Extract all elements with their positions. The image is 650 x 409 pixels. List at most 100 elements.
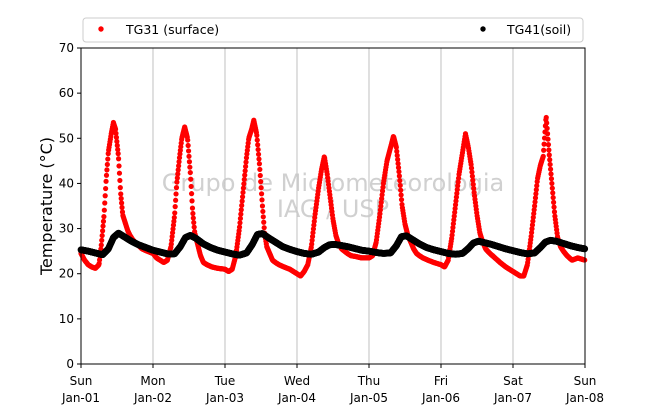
series-0-point bbox=[452, 202, 459, 208]
series-0-point bbox=[241, 181, 247, 187]
series-0-point bbox=[260, 214, 266, 220]
series-0-point bbox=[546, 147, 552, 153]
series-0-point bbox=[468, 165, 475, 171]
series-0-point bbox=[170, 226, 176, 232]
watermark-line-1: Grupo de Micrometeorologia bbox=[162, 169, 504, 197]
series-0-point bbox=[395, 165, 402, 171]
x-tick-day-6: Sat bbox=[503, 374, 523, 388]
series-0-point bbox=[99, 232, 105, 239]
series-0-point bbox=[452, 209, 458, 215]
series-0-point bbox=[191, 224, 197, 230]
series-0-point bbox=[550, 190, 556, 196]
grid-lines bbox=[152, 48, 514, 364]
series-0-point bbox=[450, 224, 456, 231]
series-0-point bbox=[546, 152, 552, 158]
y-tick-label-5: 50 bbox=[59, 131, 74, 145]
series-0-point bbox=[190, 210, 196, 217]
series-0-point bbox=[551, 204, 557, 210]
series-0-point bbox=[261, 225, 267, 231]
series-0-point bbox=[311, 222, 317, 228]
series-0-point bbox=[115, 146, 121, 153]
series-0-point bbox=[176, 159, 182, 165]
x-tick-date-6: Jan-07 bbox=[493, 391, 532, 405]
x-tick-day-1: Mon bbox=[140, 374, 165, 388]
x-tick-day-7: Sun bbox=[574, 374, 597, 388]
x-tick-day-5: Fri bbox=[434, 374, 448, 388]
x-tick-date-4: Jan-05 bbox=[349, 391, 388, 405]
series-0-point bbox=[186, 159, 193, 165]
series-0-point bbox=[113, 134, 120, 140]
series-0-point bbox=[530, 214, 536, 220]
series-0-point bbox=[186, 153, 192, 159]
series-0-point bbox=[259, 203, 266, 209]
series-0-point bbox=[545, 136, 551, 142]
series-0-point bbox=[169, 230, 176, 236]
series-0-point bbox=[172, 210, 178, 216]
series-0-point bbox=[236, 224, 243, 230]
series-0-point bbox=[533, 191, 539, 197]
series-0-point bbox=[117, 177, 123, 184]
series-0-point bbox=[191, 219, 197, 226]
series-0-point bbox=[454, 186, 460, 193]
series-0-point bbox=[258, 179, 264, 185]
x-tick-day-0: Sun bbox=[70, 374, 93, 388]
series-0-point bbox=[104, 161, 110, 168]
series-0-point bbox=[529, 226, 535, 232]
x-tick-day-2: Tue bbox=[214, 374, 236, 388]
x-tick-date-7: Jan-08 bbox=[565, 391, 604, 405]
series-0-point bbox=[309, 241, 315, 247]
watermark: Grupo de Micrometeorologia IAG / USP bbox=[162, 169, 504, 223]
series-0-point bbox=[257, 166, 263, 173]
series-0-point bbox=[189, 198, 195, 204]
series-0-point bbox=[114, 138, 120, 145]
series-0-point bbox=[533, 187, 539, 193]
series-0-point bbox=[547, 161, 553, 168]
series-0-point bbox=[380, 184, 386, 190]
series-0-point bbox=[532, 195, 539, 201]
series-0-point bbox=[379, 196, 385, 202]
series-0-point bbox=[239, 202, 245, 209]
series-0-point bbox=[531, 207, 537, 213]
series-0-point bbox=[119, 204, 125, 211]
series-0-point bbox=[169, 233, 175, 240]
series-0-point bbox=[451, 213, 457, 219]
series-0-point bbox=[453, 198, 459, 204]
series-0-point bbox=[241, 176, 247, 183]
series-0-point bbox=[541, 147, 547, 153]
series-0-point bbox=[550, 195, 556, 201]
series-0-point bbox=[100, 218, 107, 224]
series-0-point bbox=[118, 191, 124, 197]
y-tick-label-2: 20 bbox=[59, 267, 74, 281]
x-tick-date-5: Jan-06 bbox=[421, 391, 460, 405]
y-tick-label-7: 70 bbox=[59, 41, 74, 55]
y-tick-label-3: 30 bbox=[59, 222, 74, 236]
series-0-point bbox=[547, 157, 553, 163]
series-0-point bbox=[102, 200, 108, 206]
series-0-point bbox=[309, 237, 315, 243]
series-0-point bbox=[395, 160, 401, 167]
series-0-point bbox=[103, 185, 109, 192]
series-0-point bbox=[239, 194, 246, 200]
plot-frame bbox=[80, 47, 586, 365]
series-0-point bbox=[396, 173, 402, 179]
series-0-point bbox=[188, 176, 194, 182]
series-0-point bbox=[190, 215, 196, 221]
series-0-point bbox=[102, 193, 108, 199]
series-0-point bbox=[534, 183, 540, 189]
series-0-point bbox=[170, 222, 177, 228]
series-0-point bbox=[454, 190, 460, 196]
data-series bbox=[77, 114, 589, 279]
series-0-point bbox=[237, 220, 243, 226]
series-0-point bbox=[256, 161, 263, 167]
series-0-point bbox=[255, 151, 262, 157]
series-0-point bbox=[174, 175, 180, 181]
series-0-point bbox=[544, 120, 550, 126]
series-0-point bbox=[98, 242, 104, 248]
series-0-point bbox=[101, 214, 107, 220]
series-0-point bbox=[242, 168, 248, 174]
series-0-point bbox=[239, 198, 245, 204]
series-0-point bbox=[398, 187, 404, 193]
legend-label-soil: TG41(soil) bbox=[506, 22, 571, 37]
series-0-point bbox=[471, 185, 477, 191]
series-0-point bbox=[258, 191, 265, 197]
